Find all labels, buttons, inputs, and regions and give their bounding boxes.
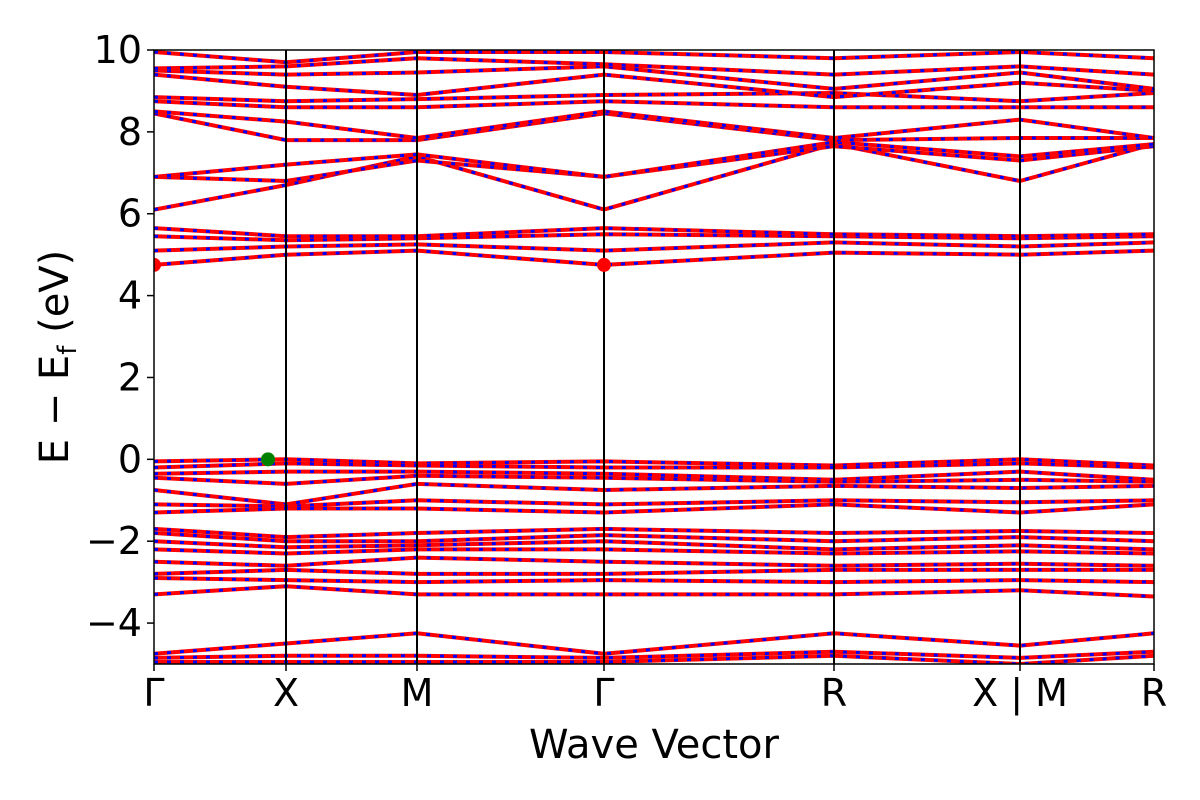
- y-tick-label-6: 8: [118, 110, 142, 154]
- x-axis: Γ X M Γ R X | M R: [143, 664, 1167, 716]
- y-tick-label-5: 6: [118, 192, 142, 236]
- y-tick-label-3: 2: [118, 355, 142, 399]
- band-1-spin-up: [154, 240, 1154, 253]
- y-tick-label-1: −2: [86, 519, 142, 563]
- band-10-spin-up: [154, 90, 1154, 104]
- x-tick-label-5: X | M: [972, 671, 1068, 716]
- plot-frame: [153, 49, 1155, 665]
- marker-cbm-1: [597, 257, 611, 272]
- x-tick-label-3: Γ: [593, 671, 614, 715]
- x-tick-label-0: Γ: [143, 671, 164, 715]
- y-tick-label-7: 10: [94, 28, 142, 72]
- band-8-spin-up: [154, 109, 1154, 141]
- band-29-spin-up: [154, 584, 1154, 599]
- bands-layer: [154, 50, 1154, 664]
- band-31-spin-up: [154, 649, 1154, 660]
- kpoint-lines: [285, 50, 1021, 664]
- y-axis-label-sub: f: [53, 345, 83, 355]
- band-30-spin-up: [154, 631, 1154, 656]
- y-axis: −4 −2 0 2 4 6 8 10: [86, 28, 154, 645]
- x-tick-label-4: R: [821, 671, 847, 715]
- x-tick-label-6: R: [1141, 671, 1167, 715]
- y-tick-label-4: 4: [118, 274, 142, 318]
- band-18-spin-up: [154, 473, 1154, 486]
- marker-vbm-2: [261, 452, 275, 467]
- y-tick-label-0: −4: [86, 601, 142, 645]
- highlight-layer: [154, 257, 611, 467]
- y-tick-label-2: 0: [118, 437, 142, 481]
- band-28-spin-up: [154, 576, 1154, 585]
- x-tick-label-2: M: [401, 671, 434, 715]
- band-25-spin-up: [154, 547, 1154, 556]
- y-axis-label: E − Ef (eV): [32, 250, 83, 465]
- x-axis-label: Wave Vector: [529, 722, 780, 768]
- marker-cbm-0: [154, 257, 161, 272]
- band-26-spin-up: [154, 555, 1154, 568]
- y-axis-label-main: E − E: [32, 355, 78, 465]
- band-27-spin-up: [154, 567, 1154, 576]
- x-tick-label-1: X: [273, 671, 299, 715]
- band-14-spin-up: [154, 50, 1154, 65]
- band-0-spin-up: [154, 248, 1154, 267]
- y-axis-label-tail: (eV): [32, 250, 78, 346]
